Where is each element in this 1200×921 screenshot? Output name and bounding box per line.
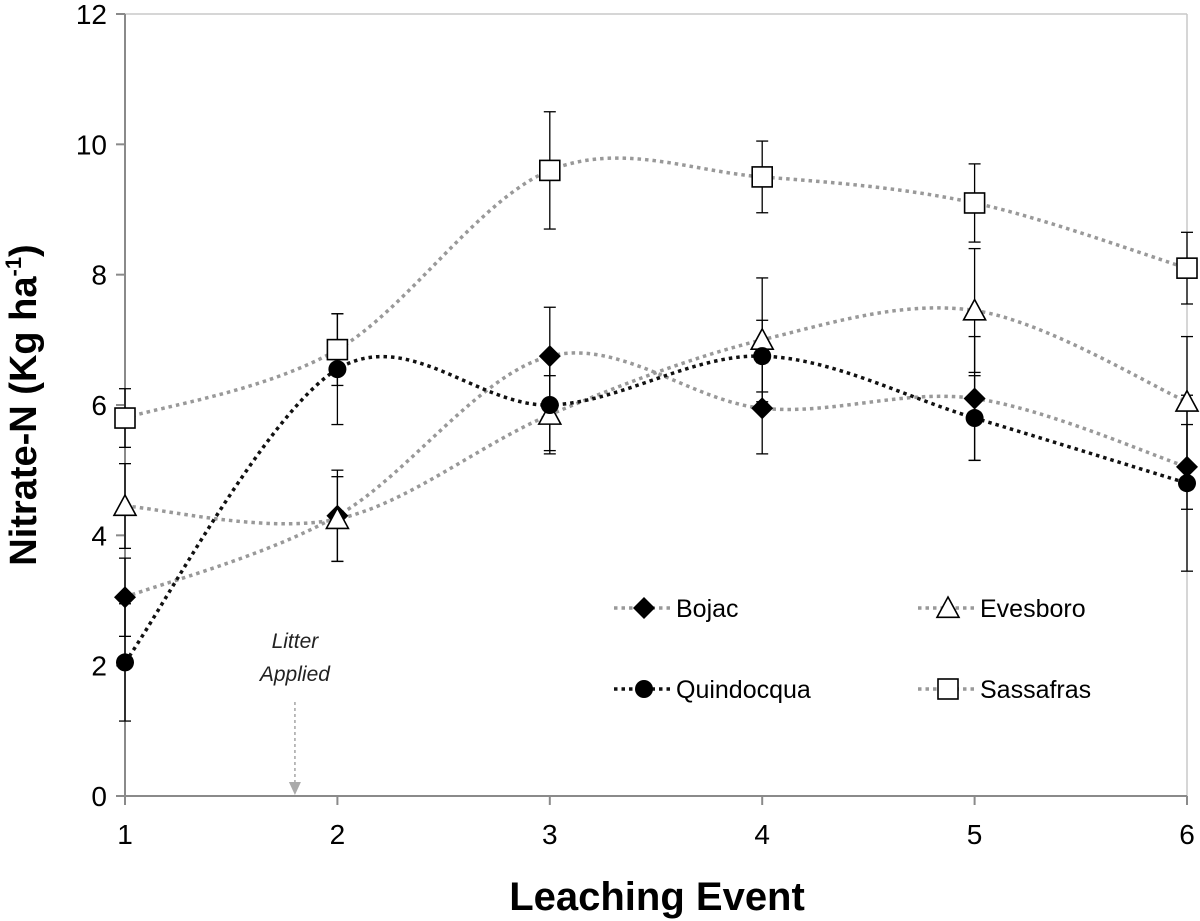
- x-tick-label: 6: [1179, 819, 1195, 850]
- y-tick-label: 10: [76, 129, 107, 160]
- y-tick-label: 4: [91, 520, 107, 551]
- series-line-evesboro: [124, 306, 1188, 526]
- legend-label-sassafras: Sassafras: [980, 676, 1091, 704]
- point-quindocqua: [965, 409, 984, 428]
- legend-marker-sassafras: [937, 678, 959, 700]
- point-quindocqua: [1178, 474, 1196, 493]
- legend-label-quindocqua: Quindocqua: [676, 676, 811, 704]
- y-tick-label: 8: [91, 260, 107, 291]
- series-line-bojac: [124, 351, 1188, 599]
- point-evesboro: [325, 506, 350, 530]
- y-axis-title-superscript: -1: [1, 257, 26, 277]
- x-tick-label: 4: [754, 819, 770, 850]
- point-sassafras: [963, 192, 986, 214]
- y-tick-label: 0: [91, 781, 107, 812]
- y-axis-title: Nitrate-N (Kg ha-1): [1, 244, 45, 565]
- point-sassafras: [751, 166, 774, 188]
- annotation-line2: Applied: [258, 663, 331, 686]
- point-sassafras: [1176, 257, 1198, 279]
- point-evesboro: [112, 493, 138, 517]
- y-tick-label: 2: [91, 651, 107, 682]
- point-quindocqua: [328, 360, 347, 379]
- legend-marker-bojac: [633, 597, 655, 619]
- x-tick-label: 1: [117, 819, 133, 850]
- legend-item-sassafras: Sassafras: [918, 676, 1091, 704]
- y-tick-label: 6: [91, 390, 107, 421]
- x-axis-title: Leaching Event: [509, 875, 805, 919]
- legend-marker-evesboro: [935, 595, 961, 619]
- legend-item-bojac: Bojac: [614, 595, 739, 623]
- annotation-arrow-head: [288, 782, 301, 795]
- annotation-group: Litter Applied: [258, 630, 331, 795]
- point-quindocqua: [753, 347, 772, 366]
- point-bojac: [963, 387, 986, 410]
- legend-label-bojac: Bojac: [676, 595, 739, 623]
- annotation-line1: Litter: [272, 630, 320, 653]
- point-sassafras: [114, 407, 136, 429]
- legend: Bojac Evesboro Quindocqua Sassafras: [614, 595, 1091, 704]
- markers-group: [112, 159, 1200, 672]
- legend-item-evesboro: Evesboro: [918, 595, 1086, 623]
- x-tick-label: 3: [542, 819, 558, 850]
- series-line-quindocqua: [123, 354, 1188, 664]
- point-bojac: [538, 345, 561, 368]
- point-bojac: [751, 397, 774, 420]
- legend-label-evesboro: Evesboro: [980, 595, 1086, 623]
- x-tick-label: 2: [330, 819, 346, 850]
- point-bojac: [1176, 455, 1198, 478]
- series-line-sassafras: [124, 156, 1188, 420]
- point-quindocqua: [116, 653, 134, 672]
- series-lines-group: [123, 156, 1188, 664]
- y-axis-title-main: Nitrate-N (Kg ha: [3, 276, 45, 566]
- point-sassafras: [326, 338, 349, 361]
- point-evesboro: [1174, 389, 1200, 412]
- x-tick-label: 5: [967, 819, 983, 850]
- y-axis-title-end: ): [3, 244, 45, 257]
- legend-marker-quindocqua: [635, 680, 653, 698]
- point-quindocqua: [540, 396, 559, 414]
- point-sassafras: [538, 159, 561, 182]
- point-bojac: [114, 586, 136, 609]
- y-tick-label: 12: [76, 0, 107, 30]
- legend-item-quindocqua: Quindocqua: [614, 676, 811, 704]
- point-evesboro: [962, 297, 987, 321]
